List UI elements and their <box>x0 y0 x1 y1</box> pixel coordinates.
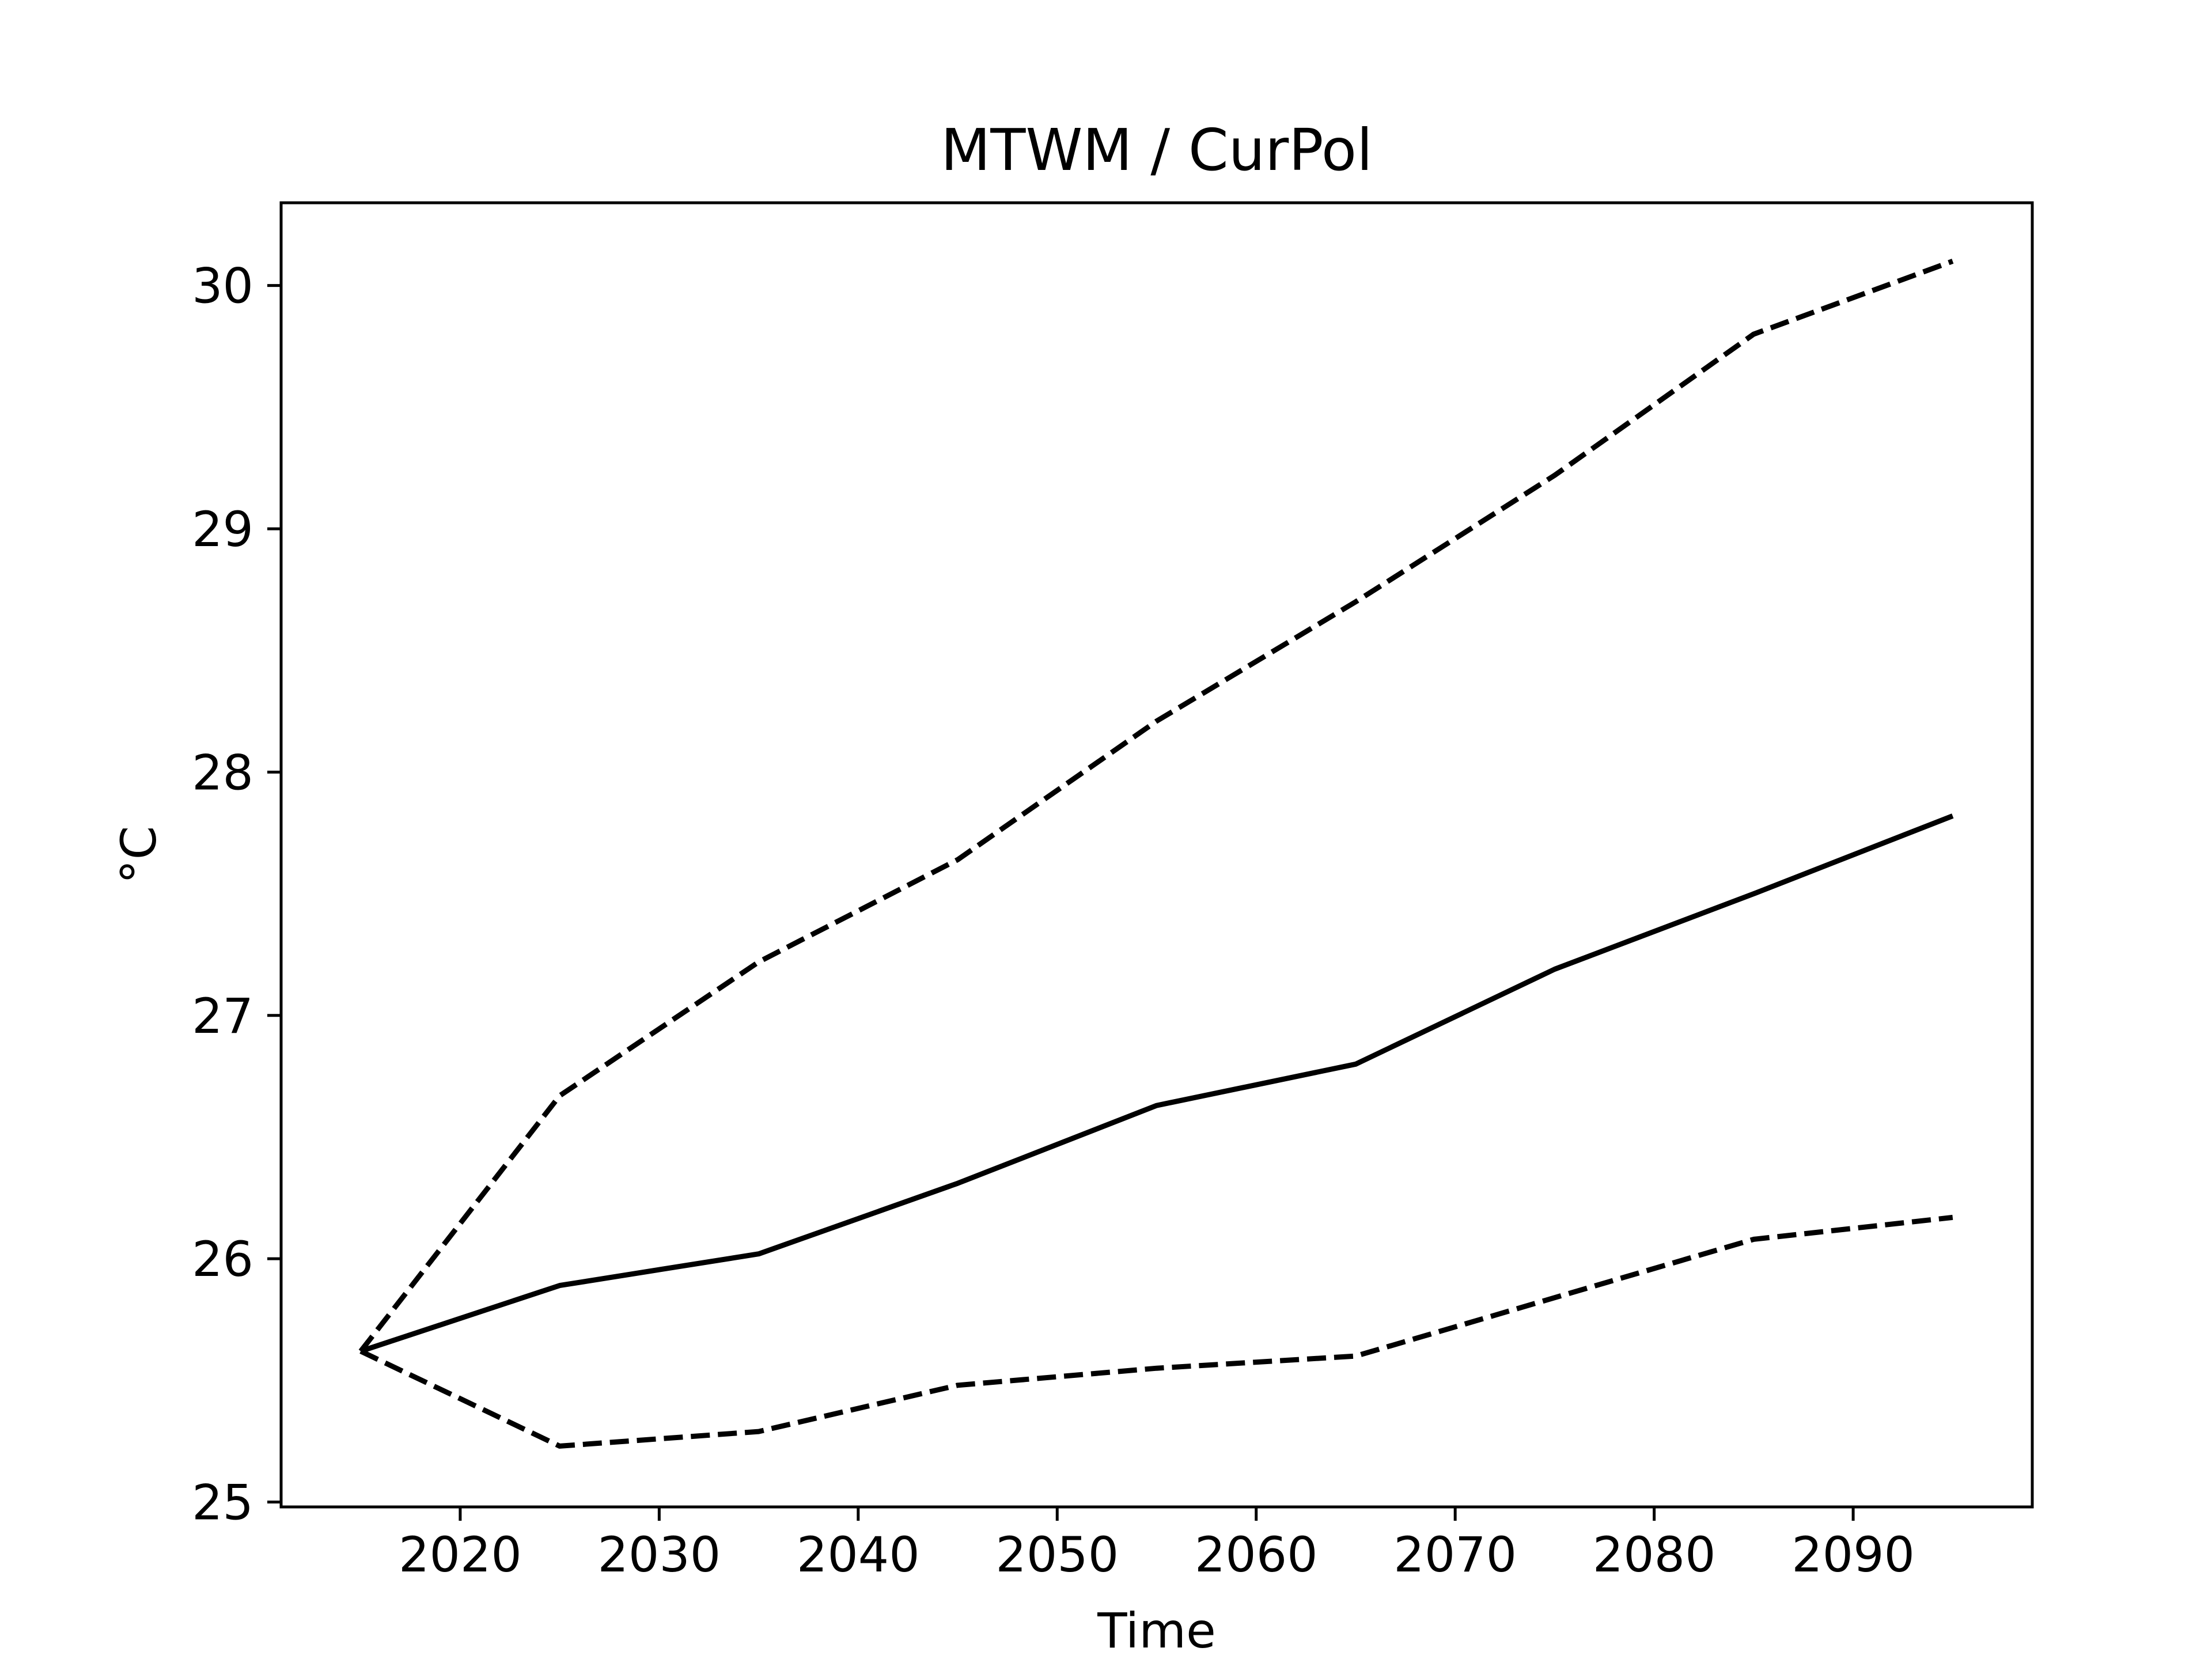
y-tick-label: 29 <box>192 501 253 558</box>
plot-area <box>279 201 2034 1509</box>
x-tick-label: 2090 <box>1791 1527 1915 1583</box>
x-axis-title: Time <box>1097 1603 1216 1659</box>
x-tick-label: 2020 <box>399 1527 522 1583</box>
series-line-2 <box>359 813 1954 1354</box>
y-tick-label: 28 <box>192 744 253 801</box>
y-tick-label: 25 <box>192 1475 253 1531</box>
y-tick-label: 26 <box>192 1231 253 1287</box>
series-layer <box>358 259 1954 1449</box>
x-tick-label: 2050 <box>995 1527 1119 1583</box>
x-tick-label: 2040 <box>797 1527 920 1583</box>
series-line-1 <box>358 259 1954 1353</box>
x-tick-label: 2030 <box>597 1527 721 1583</box>
chart-title: MTWM / CurPol <box>941 116 1373 184</box>
y-tick-label: 27 <box>192 988 253 1044</box>
y-axis-title: °C <box>111 826 167 884</box>
series-line-3 <box>359 1214 1953 1449</box>
x-axis: 2020 2030 2040 2050 2060 2070 2080 2090 <box>399 1507 1915 1583</box>
y-axis: 25 26 27 28 29 30 <box>192 258 281 1531</box>
x-tick-label: 2060 <box>1195 1527 1318 1583</box>
x-tick-label: 2070 <box>1393 1527 1517 1583</box>
y-tick-label: 30 <box>192 258 253 315</box>
x-tick-label: 2080 <box>1593 1527 1716 1583</box>
axes-frame <box>279 201 2034 1509</box>
